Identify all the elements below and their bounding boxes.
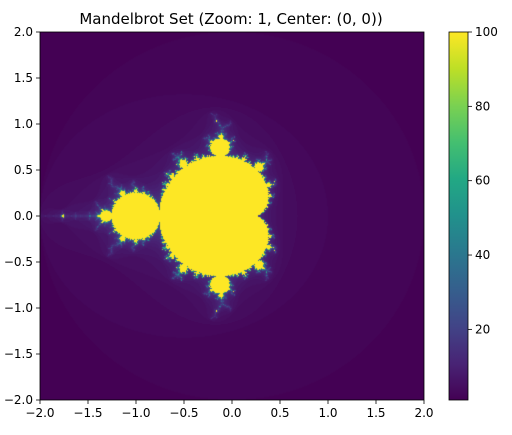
mandelbrot-heatmap	[40, 32, 424, 400]
x-tick-label: −0.5	[169, 406, 198, 420]
x-tick-label: −1.0	[121, 406, 150, 420]
y-tick-label: 0.5	[14, 163, 33, 177]
colorbar-tick-label: 60	[475, 174, 490, 188]
y-tick-label: 0.0	[14, 209, 33, 223]
x-tick-label: −1.5	[73, 406, 102, 420]
colorbar-tick-label: 80	[475, 99, 490, 113]
colorbar-axis: 20 40 60 80 100	[468, 25, 498, 336]
colorbar-tick-label: 100	[475, 25, 498, 39]
colorbar	[449, 32, 468, 400]
x-tick-label: −2.0	[25, 406, 54, 420]
y-tick-label: 1.0	[14, 117, 33, 131]
y-tick-label: −2.0	[4, 393, 33, 407]
y-tick-label: −0.5	[4, 255, 33, 269]
colorbar-tick-label: 40	[475, 248, 490, 262]
x-axis: −2.0 −1.5 −1.0 −0.5 0.0 0.5 1.0 1.5 2.0	[25, 400, 433, 420]
chart-title: Mandelbrot Set (Zoom: 1, Center: (0, 0))	[79, 10, 382, 28]
x-tick-label: 0.5	[270, 406, 289, 420]
colorbar-tick-label: 20	[475, 322, 490, 336]
y-tick-label: −1.5	[4, 347, 33, 361]
x-tick-label: 0.0	[222, 406, 241, 420]
y-tick-label: 1.5	[14, 71, 33, 85]
y-tick-label: −1.0	[4, 301, 33, 315]
heatmap-plot-area	[40, 32, 424, 400]
y-tick-label: 2.0	[14, 25, 33, 39]
x-tick-label: 1.5	[366, 406, 385, 420]
x-tick-label: 2.0	[414, 406, 433, 420]
x-tick-label: 1.0	[318, 406, 337, 420]
y-axis: −2.0 −1.5 −1.0 −0.5 0.0 0.5 1.0 1.5 2.0	[4, 25, 40, 407]
